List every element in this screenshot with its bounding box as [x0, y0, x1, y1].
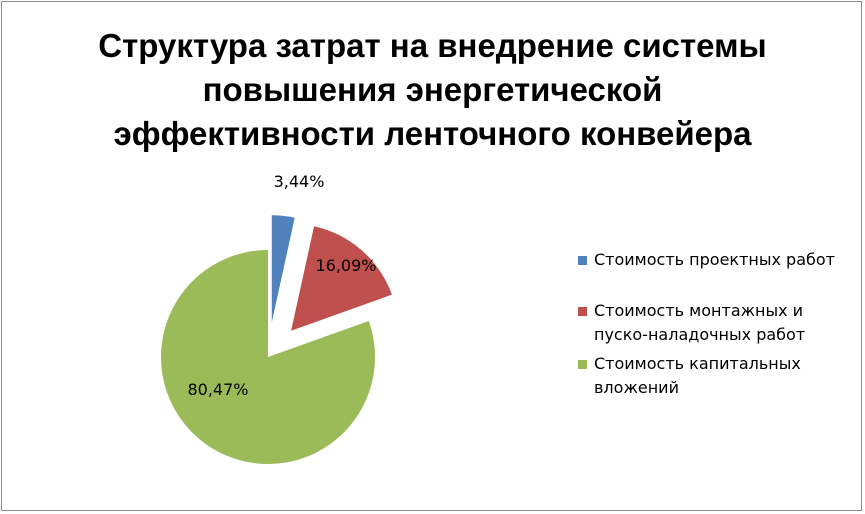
legend-swatch-capital: [578, 360, 587, 369]
legend-item-design: Стоимость проектных работ: [578, 248, 848, 272]
pie-slice-installation: [291, 226, 392, 331]
legend-swatch-installation: [578, 307, 587, 316]
data-label-design: 3,44%: [274, 172, 325, 191]
legend-swatch-design: [578, 256, 587, 265]
chart-title-line-3: эффективности ленточного конвейера: [113, 115, 752, 152]
legend-label-design-line-1: Стоимость проектных работ: [594, 250, 835, 269]
data-label-installation: 16,09%: [315, 256, 376, 275]
data-label-capital: 80,47%: [187, 380, 248, 399]
pie-slice-capital: [160, 250, 375, 464]
chart-title: Структура затрат на внедрение системы по…: [2, 24, 863, 156]
legend-label-capital-line-1: Стоимость капитальных: [594, 354, 801, 373]
chart-title-line-2: повышения энергетической: [202, 71, 663, 108]
legend-item-capital: Стоимость капитальных вложений: [578, 352, 848, 400]
pie-slice-design: [271, 215, 295, 323]
legend-label-installation-line-2: пуско-наладочных работ: [594, 325, 806, 344]
legend-item-installation: Стоимость монтажных и пуско-наладочных р…: [578, 299, 848, 347]
chart-title-line-1: Структура затрат на внедрение системы: [98, 27, 767, 64]
legend: Стоимость проектных работ Стоимость монт…: [578, 248, 848, 409]
legend-label-capital-line-2: вложений: [594, 378, 679, 397]
legend-label-installation-line-1: Стоимость монтажных и: [594, 301, 804, 320]
